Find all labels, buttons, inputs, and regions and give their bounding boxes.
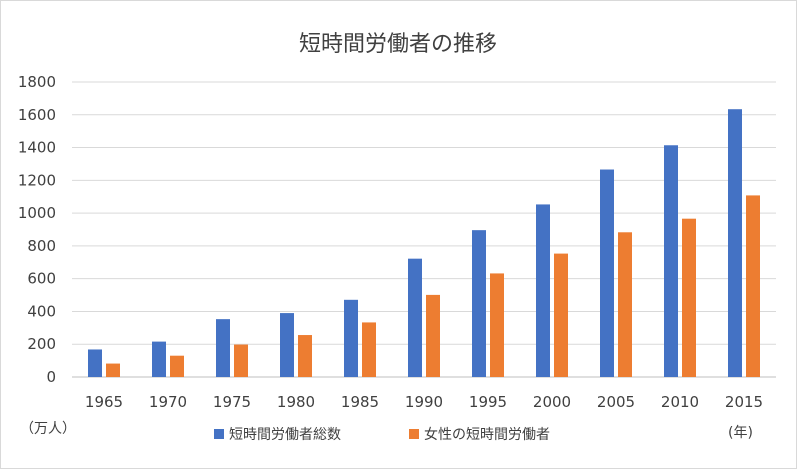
- y-tick-label: 1000: [18, 204, 56, 222]
- bar-total-1995: [472, 230, 486, 377]
- bar-female-1970: [170, 355, 184, 377]
- bar-female-1995: [490, 273, 504, 377]
- y-tick-label: 800: [27, 237, 56, 255]
- bar-female-2000: [554, 253, 568, 377]
- y-tick-label: 1400: [18, 139, 56, 157]
- x-tick-label: 2005: [597, 393, 635, 411]
- bar-female-1980: [298, 335, 312, 377]
- y-unit-label: （万人）: [20, 421, 76, 437]
- y-tick-label: 1200: [18, 171, 56, 189]
- x-tick-label: 1985: [341, 393, 379, 411]
- x-tick-label: 1980: [277, 393, 315, 411]
- bar-total-1980: [280, 313, 294, 377]
- bar-total-1990: [408, 258, 422, 377]
- bar-female-2005: [618, 232, 632, 377]
- bar-total-1975: [216, 319, 230, 377]
- x-tick-label: 1990: [405, 393, 443, 411]
- y-tick-label: 200: [27, 335, 56, 353]
- bar-total-2005: [600, 169, 614, 377]
- y-axis: 0 200 400 600 800 1000 1200 1400 1600 1800: [18, 73, 56, 386]
- legend: 短時間労働者総数 女性の短時間労働者: [214, 426, 550, 443]
- bar-female-2010: [682, 218, 696, 377]
- y-tick-label: 1800: [18, 73, 56, 91]
- bar-total-2010: [664, 145, 678, 377]
- bar-total-1970: [152, 341, 166, 377]
- x-tick-label: 2000: [533, 393, 571, 411]
- legend-label: 短時間労働者総数: [229, 427, 341, 443]
- bar-female-1990: [426, 294, 440, 377]
- bar-total-2000: [536, 204, 550, 377]
- bar-female-2015: [746, 195, 760, 377]
- bar-female-1975: [234, 344, 248, 377]
- bar-total-1965: [88, 349, 102, 377]
- x-tick-label: 1965: [85, 393, 123, 411]
- x-tick-label: 2015: [725, 393, 763, 411]
- bar-female-1965: [106, 363, 120, 377]
- bars: [88, 109, 760, 377]
- x-axis: 1965 1970 1975 1980 1985 1990 1995 2000 2005 2010…: [85, 393, 763, 411]
- y-tick-label: 400: [27, 302, 56, 320]
- bar-total-1985: [344, 299, 358, 377]
- legend-swatch: [214, 429, 224, 439]
- x-unit-label: (年): [728, 425, 753, 441]
- y-tick-label: 0: [46, 368, 56, 386]
- legend-swatch: [409, 429, 419, 439]
- x-tick-label: 1975: [213, 393, 251, 411]
- x-tick-label: 2010: [661, 393, 699, 411]
- legend-label: 女性の短時間労働者: [424, 426, 550, 443]
- gridlines: [72, 81, 776, 378]
- x-tick-label: 1995: [469, 393, 507, 411]
- y-tick-label: 1600: [18, 106, 56, 124]
- bar-female-1985: [362, 322, 376, 377]
- x-tick-label: 1970: [149, 393, 187, 411]
- bar-total-2015: [728, 109, 742, 377]
- chart-title: 短時間労働者の推移: [299, 32, 497, 57]
- y-tick-label: 600: [27, 270, 56, 288]
